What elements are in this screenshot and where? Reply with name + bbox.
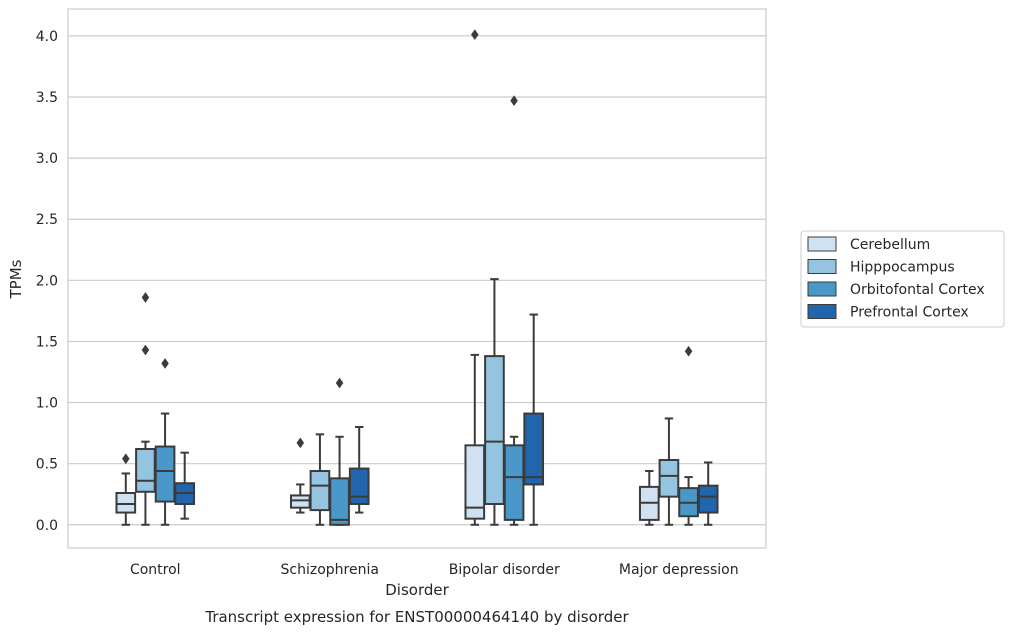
y-tick-labels: 0.0 0.5 1.0 1.5 2.0 2.5 3.0 3.5 4.0 (36, 29, 58, 534)
chart-title: Transcript expression for ENST0000046414… (204, 608, 629, 626)
box-iqr (289, 494, 311, 509)
outlier-point (161, 358, 169, 369)
box-iqr (348, 467, 370, 505)
box-plots (115, 29, 719, 526)
legend-swatch (807, 236, 837, 252)
outlier-point (510, 95, 518, 107)
box-prefrontal-cortex (348, 426, 370, 514)
x-tick-labels: Control Schizophrenia Bipolar disorder Majo… (130, 562, 739, 578)
box-iqr (697, 484, 719, 514)
box-hipppocampus (484, 278, 505, 526)
y-tick-label: 1.0 (36, 396, 58, 412)
box-prefrontal-cortex (174, 451, 196, 520)
outlier-point (470, 29, 479, 41)
legend-label: Hipppocampus (850, 260, 955, 276)
box-orbitofontal-cortex (154, 358, 176, 526)
box-cerebellum (115, 453, 137, 526)
legend: Cerebellum Hipppocampus Orbitofontal Corte… (800, 230, 1005, 328)
box-iqr (503, 444, 525, 521)
legend-frame (800, 230, 1005, 328)
box-iqr (484, 355, 505, 505)
box-hipppocampus (309, 433, 331, 526)
box-iqr (329, 477, 350, 526)
outlier-point (335, 377, 344, 389)
legend-swatch (807, 281, 837, 297)
outlier-point (141, 292, 150, 303)
y-tick-label: 3.5 (36, 90, 58, 106)
legend-label: Orbitofontal Cortex (850, 282, 985, 298)
box-cerebellum (638, 470, 660, 526)
legend-swatch (807, 304, 837, 319)
box-prefrontal-cortex (697, 461, 719, 526)
box-prefrontal-cortex (523, 313, 545, 526)
y-tick-label: 1.5 (36, 334, 58, 350)
box-iqr (309, 470, 331, 512)
box-iqr (115, 492, 137, 514)
y-tick-label: 3.0 (36, 151, 58, 167)
outlier-point (121, 453, 130, 465)
box-cerebellum (289, 437, 311, 514)
box-iqr (523, 412, 545, 486)
box-orbitofontal-cortex (503, 95, 525, 526)
outlier-point (684, 345, 693, 357)
y-tick-label: 2.5 (36, 212, 58, 228)
x-tick-label: Bipolar disorder (449, 562, 560, 578)
plot-frame (67, 8, 767, 549)
legend-label: Prefrontal Cortex (850, 305, 969, 321)
y-tick-label: 0.0 (36, 518, 58, 534)
y-tick-label: 2.0 (36, 273, 58, 289)
box-iqr (154, 445, 176, 503)
box-iqr (658, 459, 680, 498)
x-axis-label: Disorder (385, 581, 449, 599)
box-hipppocampus (135, 292, 156, 526)
outlier-point (296, 437, 305, 449)
outlier-point (141, 344, 150, 356)
x-tick-label: Major depression (619, 562, 739, 578)
y-axis-label: TPMs (7, 259, 25, 299)
x-tick-label: Schizophrenia (281, 562, 379, 578)
y-tick-label: 0.5 (36, 457, 58, 473)
y-tick-label: 4.0 (36, 29, 58, 45)
box-orbitofontal-cortex (678, 345, 699, 526)
box-hipppocampus (658, 417, 680, 526)
legend-label: Cerebellum (850, 237, 930, 253)
box-cerebellum (464, 29, 486, 526)
box-orbitofontal-cortex (329, 377, 350, 526)
box-iqr (135, 448, 156, 493)
x-tick-label: Control (130, 562, 181, 578)
legend-swatch (807, 259, 837, 274)
